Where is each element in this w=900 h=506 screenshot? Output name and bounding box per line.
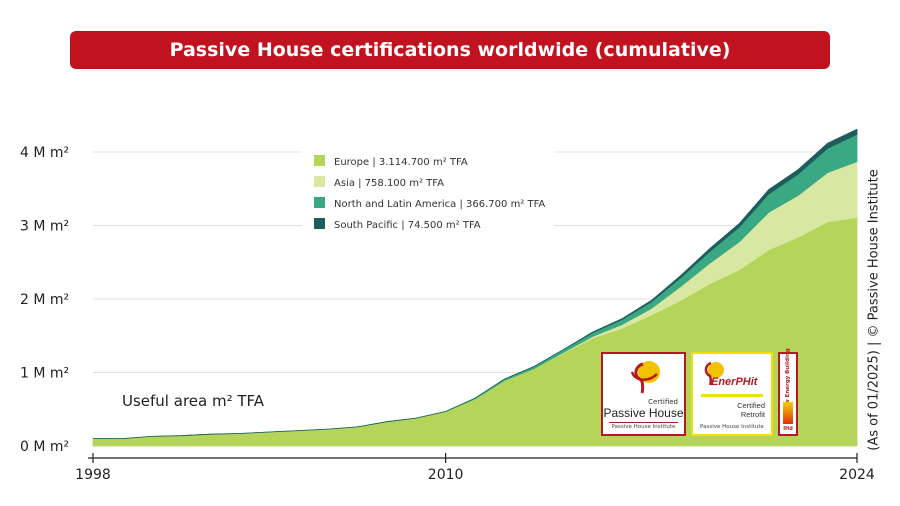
enerphit-line1: Certified <box>737 401 765 410</box>
low-energy-badge: Low Energy Building IHd <box>778 348 798 436</box>
credit-note: (As of 01/2025) | © Passive House Instit… <box>866 169 882 451</box>
legend-swatch <box>314 155 325 166</box>
enerphit-badge: EnerPHit Certified Retrofit Passive Hous… <box>691 352 773 436</box>
enerphit-institute-label: Passive House Institute <box>700 424 764 430</box>
x-tick-label: 2010 <box>428 467 464 483</box>
legend-swatch <box>314 197 325 208</box>
chart-title: Passive House certifications worldwide (… <box>70 31 830 69</box>
low-energy-mark: IHd <box>783 426 793 432</box>
legend-label: Europe | 3.114.700 m² TFA <box>334 157 468 168</box>
series-area-3 <box>93 128 858 439</box>
enerphit-line2: Retrofit <box>740 410 765 419</box>
badge-certified-label: Certified <box>648 398 678 406</box>
legend-label: South Pacific | 74.500 m² TFA <box>334 220 481 231</box>
badge-divider <box>609 422 678 423</box>
passive-house-logo-icon <box>630 361 660 394</box>
y-tick-label: 4 M m² <box>20 145 69 161</box>
legend-box <box>302 147 554 229</box>
legend: Europe | 3.114.700 m² TFA Asia | 758.100 … <box>302 147 554 231</box>
passive-house-badge: Certified Passive House Passive House In… <box>601 352 686 436</box>
legend-swatch <box>314 218 325 229</box>
y-tick-label: 3 M m² <box>20 219 69 235</box>
x-tick-label: 2024 <box>839 467 875 483</box>
axes: 0 M m² 1 M m² 2 M m² 3 M m² 4 M m² 1998 2010 20… <box>20 145 875 483</box>
y-tick-label: 2 M m² <box>20 292 69 308</box>
y-tick-label: 1 M m² <box>20 366 69 382</box>
badge-institute-label: Passive House Institute <box>611 424 676 430</box>
y-tick-label: 0 M m² <box>20 439 69 455</box>
enerphit-bar <box>701 394 763 397</box>
legend-label: North and Latin America | 366.700 m² TFA <box>334 199 545 210</box>
enerphit-wordmark: EnerPHit <box>711 376 758 388</box>
enerphit-logo-icon <box>704 361 724 386</box>
badge-passive-house-label: Passive House <box>603 406 684 420</box>
x-tick-label: 1998 <box>75 467 111 483</box>
legend-swatch <box>314 176 325 187</box>
chart-annotation: Useful area m² TFA <box>122 392 265 410</box>
enerphit-certified-label: Certified Retrofit <box>693 401 765 419</box>
legend-label: Asia | 758.100 m² TFA <box>334 178 444 189</box>
low-energy-gradient <box>783 402 793 424</box>
